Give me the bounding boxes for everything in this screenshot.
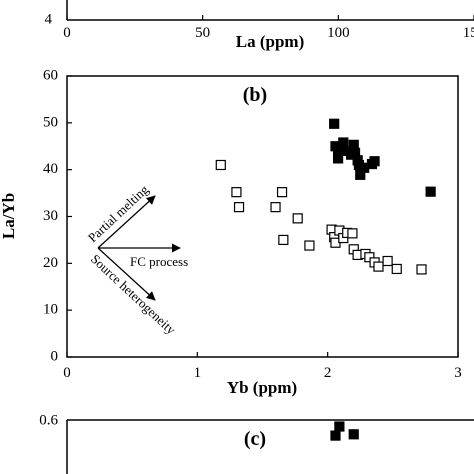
panel-c-points xyxy=(330,421,359,441)
panel-c-label: (c) xyxy=(244,428,266,450)
panel-b-label: (b) xyxy=(243,84,267,106)
filled-square-point xyxy=(369,156,380,167)
panel-b-x-tick-label: 1 xyxy=(194,365,202,381)
open-square-point xyxy=(270,202,281,213)
panel-b-y-tick-label: 60 xyxy=(43,67,58,83)
panel-b-points xyxy=(215,118,436,275)
panel-b-x-tick-label: 0 xyxy=(63,365,71,381)
open-square-point xyxy=(373,261,384,272)
partial-melting-label: Partial melting xyxy=(85,181,152,245)
panel-b-x-tick-label: 2 xyxy=(324,365,332,381)
panel-b-y-tick-label: 50 xyxy=(43,114,58,130)
panel-b-y-tick-label: 10 xyxy=(43,302,58,318)
panel-b: (b) 0 10 20 30 40 50 60 0 1 2 3 La/Yb Yb (ppm) Pa… xyxy=(0,67,462,397)
panel-b-y-tick-label: 30 xyxy=(43,208,58,224)
panel-b-y-tick-label: 40 xyxy=(43,161,58,177)
panel-b-y-tick-label: 0 xyxy=(51,348,59,364)
panel-a-x-tick-label: 150 xyxy=(463,25,474,41)
panel-c-ytick-label: 0.6 xyxy=(39,412,58,428)
open-square-point xyxy=(233,202,245,213)
open-square-point xyxy=(278,234,289,246)
open-square-point xyxy=(364,252,375,263)
panel-a-x-tick-label: 50 xyxy=(195,25,210,41)
panel-b-x-axis-title: Yb (ppm) xyxy=(227,378,297,397)
panel-a-ytick-label: 4 xyxy=(45,11,53,27)
process-vectors: Partial melting FC process Source hetero… xyxy=(85,181,188,337)
partial-melting-arrow xyxy=(97,195,156,249)
panel-a-x-tick-label: 0 xyxy=(63,25,71,41)
open-square-point xyxy=(215,159,226,171)
open-square-point xyxy=(391,263,402,275)
filled-square-point xyxy=(338,137,349,148)
panel-a-x-tick-label: 100 xyxy=(327,25,350,41)
open-square-point xyxy=(304,240,315,251)
panel-a-x-ticks: 0 50 100 150 xyxy=(63,15,474,41)
open-square-point xyxy=(276,187,288,198)
panel-b-x-tick-label: 3 xyxy=(454,365,462,381)
open-square-point xyxy=(231,187,242,198)
panel-a-x-axis-title: La (ppm) xyxy=(236,32,304,51)
panel-a: 4 0 50 100 150 La (ppm) xyxy=(45,0,474,51)
panel-c: 0.6 (c) xyxy=(39,412,474,474)
open-square-point xyxy=(347,228,358,239)
panel-b-y-ticks: 0 10 20 30 40 50 60 xyxy=(43,67,72,364)
filled-square-point xyxy=(330,430,341,441)
panel-b-y-axis-title: La/Yb xyxy=(0,193,18,239)
filled-square-point xyxy=(334,421,345,432)
fc-process-label: FC process xyxy=(130,254,188,269)
open-square-point xyxy=(416,264,427,275)
open-square-point xyxy=(292,213,303,224)
panel-b-x-ticks: 0 1 2 3 xyxy=(63,352,462,381)
source-heterogeneity-arrow xyxy=(97,247,156,301)
filled-square-point xyxy=(329,118,340,129)
filled-square-point xyxy=(348,429,359,440)
filled-square-point xyxy=(332,153,344,164)
filled-square-point xyxy=(425,186,436,197)
open-square-point xyxy=(382,255,393,267)
panel-b-y-tick-label: 20 xyxy=(43,255,58,271)
